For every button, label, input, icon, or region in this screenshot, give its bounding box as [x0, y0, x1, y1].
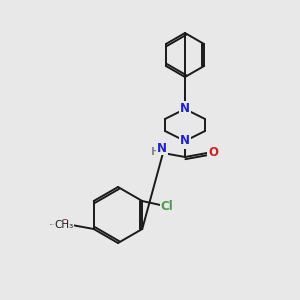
Text: N: N: [180, 103, 190, 116]
Text: O: O: [208, 146, 218, 160]
Text: N: N: [180, 134, 190, 148]
Text: methoxy: methoxy: [50, 224, 56, 225]
Text: N: N: [157, 142, 167, 154]
Text: O: O: [60, 218, 70, 230]
Text: Cl: Cl: [161, 200, 174, 212]
Text: CH₃: CH₃: [55, 220, 74, 230]
Text: H: H: [151, 147, 159, 157]
